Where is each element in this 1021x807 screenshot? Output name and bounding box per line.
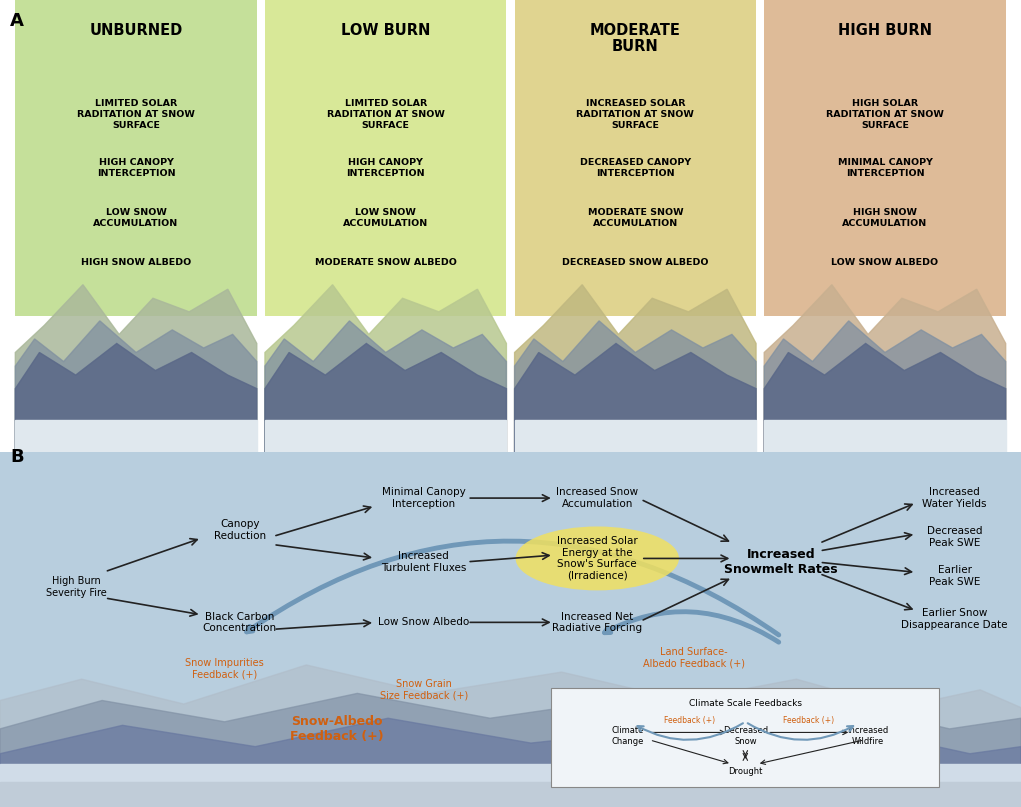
Text: Feedback (+): Feedback (+): [783, 716, 834, 725]
Text: INCREASED SOLAR
RADITATION AT SNOW
SURFACE: INCREASED SOLAR RADITATION AT SNOW SURFA…: [577, 99, 694, 130]
Text: Feedback (+): Feedback (+): [664, 716, 715, 725]
FancyBboxPatch shape: [764, 0, 1006, 316]
Polygon shape: [265, 344, 506, 452]
Text: MINIMAL CANOPY
INTERCEPTION: MINIMAL CANOPY INTERCEPTION: [837, 158, 932, 178]
Polygon shape: [764, 420, 1006, 452]
Polygon shape: [265, 420, 506, 452]
Polygon shape: [515, 321, 756, 452]
Text: Black Carbon
Concentration: Black Carbon Concentration: [203, 612, 277, 633]
Text: Snow Grain
Size Feedback (+): Snow Grain Size Feedback (+): [380, 679, 468, 700]
Text: MODERATE
BURN: MODERATE BURN: [590, 23, 681, 54]
FancyBboxPatch shape: [265, 0, 506, 316]
Polygon shape: [15, 285, 257, 452]
Ellipse shape: [516, 526, 679, 591]
FancyBboxPatch shape: [551, 688, 939, 788]
Text: Increased
Snowmelt Rates: Increased Snowmelt Rates: [724, 548, 838, 576]
Polygon shape: [15, 321, 257, 452]
Text: Snow Impurities
Feedback (+): Snow Impurities Feedback (+): [185, 658, 264, 679]
Polygon shape: [0, 764, 1021, 807]
Text: Climate Scale Feedbacks: Climate Scale Feedbacks: [689, 699, 801, 708]
Text: Climate
Change: Climate Change: [612, 726, 644, 746]
Polygon shape: [764, 321, 1006, 452]
Polygon shape: [515, 285, 756, 452]
FancyBboxPatch shape: [0, 452, 1021, 807]
Text: A: A: [10, 12, 25, 30]
Text: Canopy
Reduction: Canopy Reduction: [213, 519, 266, 541]
Text: UNBURNED: UNBURNED: [90, 23, 183, 38]
Text: Earlier Snow
Disappearance Date: Earlier Snow Disappearance Date: [902, 608, 1008, 629]
Polygon shape: [0, 718, 1021, 807]
Text: DECREASED CANOPY
INTERCEPTION: DECREASED CANOPY INTERCEPTION: [580, 158, 691, 178]
Text: LOW SNOW
ACCUMULATION: LOW SNOW ACCUMULATION: [343, 208, 428, 228]
Polygon shape: [515, 344, 756, 452]
Text: Land Surface-
Albedo Feedback (+): Land Surface- Albedo Feedback (+): [643, 647, 745, 669]
Polygon shape: [265, 285, 506, 452]
Polygon shape: [764, 285, 1006, 452]
Text: LIMITED SOLAR
RADITATION AT SNOW
SURFACE: LIMITED SOLAR RADITATION AT SNOW SURFACE: [78, 99, 195, 130]
Text: Decreased
Snow: Decreased Snow: [723, 726, 768, 746]
Text: Low Snow Albedo: Low Snow Albedo: [378, 617, 470, 627]
Text: Increased
Water Yields: Increased Water Yields: [922, 487, 987, 509]
Polygon shape: [0, 665, 1021, 807]
Text: High Burn
Severity Fire: High Burn Severity Fire: [46, 576, 107, 598]
Text: HIGH CANOPY
INTERCEPTION: HIGH CANOPY INTERCEPTION: [346, 158, 425, 178]
Text: DECREASED SNOW ALBEDO: DECREASED SNOW ALBEDO: [563, 257, 709, 266]
Polygon shape: [0, 693, 1021, 807]
Text: HIGH SNOW
ACCUMULATION: HIGH SNOW ACCUMULATION: [842, 208, 927, 228]
Polygon shape: [764, 344, 1006, 452]
Text: HIGH SOLAR
RADITATION AT SNOW
SURFACE: HIGH SOLAR RADITATION AT SNOW SURFACE: [826, 99, 943, 130]
Polygon shape: [15, 344, 257, 452]
Text: LOW SNOW ALBEDO: LOW SNOW ALBEDO: [831, 257, 938, 266]
Text: MODERATE SNOW ALBEDO: MODERATE SNOW ALBEDO: [314, 257, 456, 266]
Text: Decreased
Peak SWE: Decreased Peak SWE: [927, 526, 982, 548]
Text: LOW BURN: LOW BURN: [341, 23, 431, 38]
Polygon shape: [0, 782, 1021, 807]
Text: Increased Solar
Energy at the
Snow's Surface
(Irradience): Increased Solar Energy at the Snow's Sur…: [556, 536, 638, 581]
Text: Increased
Turbulent Fluxes: Increased Turbulent Fluxes: [381, 551, 467, 573]
Text: HIGH CANOPY
INTERCEPTION: HIGH CANOPY INTERCEPTION: [97, 158, 176, 178]
Polygon shape: [265, 321, 506, 452]
Text: B: B: [10, 448, 23, 466]
Polygon shape: [515, 420, 756, 452]
FancyBboxPatch shape: [515, 0, 756, 316]
Text: HIGH BURN: HIGH BURN: [838, 23, 932, 38]
Text: Increased Snow
Accumulation: Increased Snow Accumulation: [556, 487, 638, 509]
Text: Earlier
Peak SWE: Earlier Peak SWE: [929, 566, 980, 587]
Text: MODERATE SNOW
ACCUMULATION: MODERATE SNOW ACCUMULATION: [587, 208, 683, 228]
Text: Increased Net
Radiative Forcing: Increased Net Radiative Forcing: [552, 612, 642, 633]
Text: HIGH SNOW ALBEDO: HIGH SNOW ALBEDO: [81, 257, 191, 266]
Text: LIMITED SOLAR
RADITATION AT SNOW
SURFACE: LIMITED SOLAR RADITATION AT SNOW SURFACE: [327, 99, 444, 130]
Polygon shape: [15, 420, 257, 452]
Text: Increased
Wildfire: Increased Wildfire: [847, 726, 888, 746]
Text: Snow-Albedo
Feedback (+): Snow-Albedo Feedback (+): [290, 715, 384, 743]
Text: Drought: Drought: [728, 767, 763, 776]
Text: Minimal Canopy
Interception: Minimal Canopy Interception: [382, 487, 466, 509]
FancyBboxPatch shape: [15, 0, 257, 316]
Text: LOW SNOW
ACCUMULATION: LOW SNOW ACCUMULATION: [94, 208, 179, 228]
